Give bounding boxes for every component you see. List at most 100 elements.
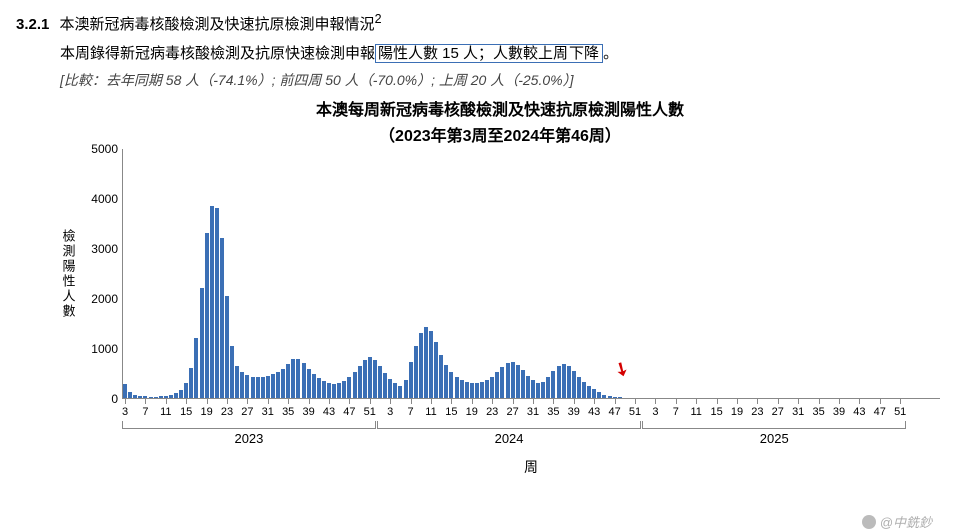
chart-bar [439, 355, 443, 398]
x-tick [880, 398, 881, 404]
chart-bar [205, 233, 209, 398]
x-tick-label: 39 [568, 406, 580, 418]
x-tick-label: 19 [731, 406, 743, 418]
chart-bar [475, 383, 479, 398]
x-tick [451, 398, 452, 404]
x-tick-label: 51 [629, 406, 641, 418]
chart-bar [200, 288, 204, 398]
chart-bar [347, 377, 351, 398]
x-tick [207, 398, 208, 404]
chart-bar [154, 397, 158, 399]
x-tick [778, 398, 779, 404]
chart-bar [465, 382, 469, 398]
chart-bar [373, 360, 377, 399]
chart-bar [358, 366, 362, 398]
chart-bar [261, 377, 265, 399]
y-tick-label: 1000 [91, 342, 118, 356]
chart-bar [189, 368, 193, 398]
x-tick [574, 398, 575, 404]
x-tick-label: 19 [200, 406, 212, 418]
x-tick-label: 23 [221, 406, 233, 418]
x-tick [431, 398, 432, 404]
chart-bar [133, 395, 137, 398]
x-axis-label: 周 [122, 457, 940, 477]
chart-bar [353, 372, 357, 398]
x-tick [696, 398, 697, 404]
x-tick-label: 47 [343, 406, 355, 418]
chart-bar [419, 333, 423, 398]
chart-bar [184, 383, 188, 398]
chart-bar [332, 384, 336, 398]
chart-bar [215, 208, 219, 398]
chart-bar [307, 369, 311, 398]
chart-bar [251, 377, 255, 399]
section-number: 3.2.1 [16, 16, 49, 33]
x-tick-label: 39 [833, 406, 845, 418]
section-title: 本澳新冠病毒核酸檢測及快速抗原檢測申報情況 [60, 16, 375, 33]
chart-bar [383, 373, 387, 398]
x-tick [553, 398, 554, 404]
chart-bar [159, 396, 163, 398]
x-tick-label: 31 [792, 406, 804, 418]
x-tick-label: 7 [142, 406, 148, 418]
chart-bar [455, 377, 459, 398]
chart-bar [434, 342, 438, 398]
chart-plot-area: 3711151923273135394347513711151923273135… [122, 149, 940, 399]
x-tick [798, 398, 799, 404]
y-tick-label: 2000 [91, 292, 118, 306]
chart-container: 本澳每周新冠病毒核酸檢測及快速抗原檢測陽性人數 （2023年第3周至2024年第… [60, 98, 940, 477]
chart-bar [312, 374, 316, 398]
x-tick [635, 398, 636, 404]
chart-bar [546, 377, 550, 398]
summary-prefix: 本周錄得新冠病毒核酸檢測及抗原快速檢測申報 [60, 45, 375, 62]
x-tick [615, 398, 616, 404]
x-tick [757, 398, 758, 404]
chart-bar [194, 338, 198, 398]
x-tick [655, 398, 656, 404]
x-tick [859, 398, 860, 404]
chart-bar [296, 359, 300, 398]
chart-bar [174, 393, 178, 398]
x-tick-label: 3 [387, 406, 393, 418]
summary-suffix: 。 [603, 45, 618, 62]
chart-bar [444, 365, 448, 398]
chart-bar [460, 380, 464, 398]
chart-bar [572, 371, 576, 398]
chart-bar [618, 397, 622, 398]
chart-bar [531, 380, 535, 398]
chart-bar [608, 396, 612, 398]
chart-bar [398, 386, 402, 399]
chart-bar [388, 379, 392, 398]
watermark-icon [862, 515, 876, 529]
x-tick [513, 398, 514, 404]
chart-bar [256, 377, 260, 398]
chart-bar [210, 206, 214, 399]
chart-bar [485, 380, 489, 398]
year-bracket [642, 421, 906, 429]
x-tick-label: 51 [364, 406, 376, 418]
x-tick [900, 398, 901, 404]
chart-bar [557, 366, 561, 398]
x-tick [227, 398, 228, 404]
x-tick-label: 11 [425, 406, 436, 418]
chart-bar [225, 296, 229, 399]
footnote-ref: 2 [375, 12, 382, 26]
chart-bar [480, 382, 484, 398]
x-tick [329, 398, 330, 404]
year-bracket [377, 421, 641, 429]
chart-title-l1: 本澳每周新冠病毒核酸檢測及快速抗原檢測陽性人數 [60, 98, 940, 124]
chart-bar [123, 384, 127, 398]
chart-bar [424, 327, 428, 398]
x-tick-label: 47 [874, 406, 886, 418]
chart-bar [404, 380, 408, 398]
chart-bar [342, 381, 346, 398]
x-tick-label: 7 [673, 406, 679, 418]
chart-bar [582, 382, 586, 398]
x-tick-label: 3 [652, 406, 658, 418]
year-label: 2025 [760, 431, 789, 446]
chart-bar [368, 357, 372, 398]
chart-bar [322, 381, 326, 398]
x-tick-label: 15 [710, 406, 722, 418]
x-tick [166, 398, 167, 404]
chart-bar [363, 360, 367, 398]
